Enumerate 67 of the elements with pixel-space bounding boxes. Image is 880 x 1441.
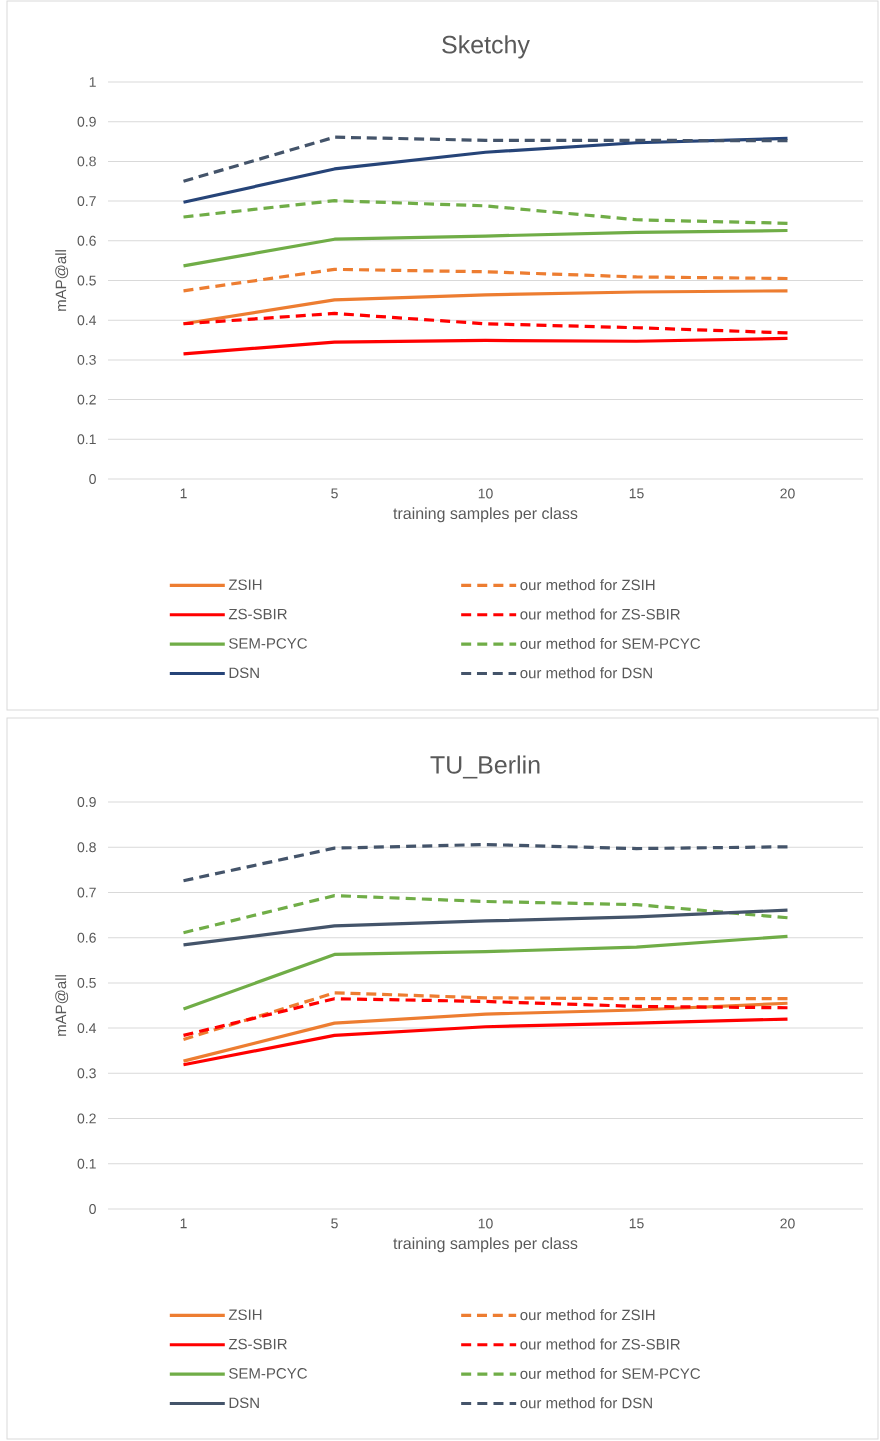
- x-tick-label: 20: [780, 488, 795, 499]
- line-series: [181, 336, 790, 356]
- y-tick-label: 0.3: [77, 354, 96, 365]
- y-tick-label: 0: [89, 474, 96, 484]
- line-series: [181, 842, 790, 883]
- y-tick-label: 0.4: [77, 1023, 97, 1034]
- line-series: [181, 228, 790, 268]
- legend-label: SEM-PCYC: [229, 1368, 307, 1379]
- line-series: [181, 1001, 790, 1063]
- line-series: [181, 894, 790, 935]
- y-tick-label: 0.3: [77, 1068, 96, 1079]
- x-tick-label: 20: [780, 1218, 795, 1229]
- x-tick-label: 5: [331, 1218, 338, 1229]
- x-tick-label: 10: [478, 488, 493, 499]
- x-tick-label: 10: [478, 1218, 493, 1229]
- legend-label: DSN: [229, 667, 259, 679]
- x-axis-title: training samples per class: [393, 1237, 578, 1253]
- y-tick-label: 0.5: [77, 977, 96, 988]
- legend-label: our method for SEM-PCYC: [520, 1367, 701, 1379]
- y-axis-title: mAP@all: [55, 250, 69, 311]
- legend-label: ZSIH: [228, 579, 262, 591]
- line-series: [181, 934, 790, 1011]
- line-series: [181, 991, 790, 1042]
- line-series: [181, 1017, 790, 1067]
- y-tick-label: 0.2: [77, 1113, 96, 1124]
- legend-label: our method for ZS-SBIR: [520, 1338, 680, 1350]
- line-series: [181, 135, 790, 183]
- legend-label: SEM-PCYC: [229, 638, 307, 649]
- y-tick-label: 0.2: [77, 394, 96, 405]
- legend-label: our method for ZSIH: [520, 1309, 655, 1321]
- line-series: [181, 908, 790, 947]
- line-series: [181, 199, 790, 225]
- legend-label: our method for ZSIH: [520, 579, 655, 591]
- y-tick-label: 0.9: [77, 116, 96, 127]
- chart-title: Sketchy: [442, 35, 530, 59]
- y-tick-label: 0.1: [77, 434, 96, 445]
- legend-label: ZS-SBIR: [228, 1338, 287, 1350]
- y-tick-label: 0.8: [77, 842, 96, 853]
- legend-label: ZSIH: [228, 1309, 262, 1320]
- x-axis-title: training samples per class: [393, 507, 578, 523]
- y-tick-label: 0.7: [77, 887, 96, 898]
- y-tick-label: 0.6: [77, 932, 96, 943]
- legend-label: ZS-SBIR: [228, 608, 287, 620]
- y-axis-title: mAP@all: [55, 975, 69, 1036]
- y-tick-label: 0.1: [77, 1158, 96, 1169]
- legend-label: our method for SEM-PCYC: [520, 637, 701, 649]
- x-tick-label: 1: [180, 488, 187, 499]
- line-series: [181, 997, 790, 1037]
- x-tick-label: 15: [629, 488, 644, 499]
- legend-label: our method for DSN: [520, 1397, 652, 1409]
- x-tick-label: 15: [629, 1218, 644, 1229]
- legend-label: DSN: [229, 1397, 259, 1409]
- legend-label: our method for DSN: [520, 667, 652, 679]
- line-series: [181, 267, 790, 293]
- y-tick-label: 0.4: [77, 315, 97, 326]
- x-tick-label: 5: [331, 488, 338, 499]
- y-tick-label: 0.9: [77, 797, 96, 807]
- legend-label: our method for ZS-SBIR: [520, 608, 680, 620]
- y-tick-label: 0: [89, 1204, 96, 1214]
- line-series: [181, 311, 790, 335]
- x-tick-label: 1: [180, 1218, 187, 1229]
- y-tick-label: 1: [89, 77, 96, 87]
- y-tick-label: 0.8: [77, 156, 96, 167]
- y-tick-label: 0.7: [77, 196, 96, 207]
- chart-title: TU_Berlin: [430, 755, 540, 779]
- y-tick-label: 0.6: [77, 235, 96, 246]
- y-tick-label: 0.5: [77, 275, 96, 286]
